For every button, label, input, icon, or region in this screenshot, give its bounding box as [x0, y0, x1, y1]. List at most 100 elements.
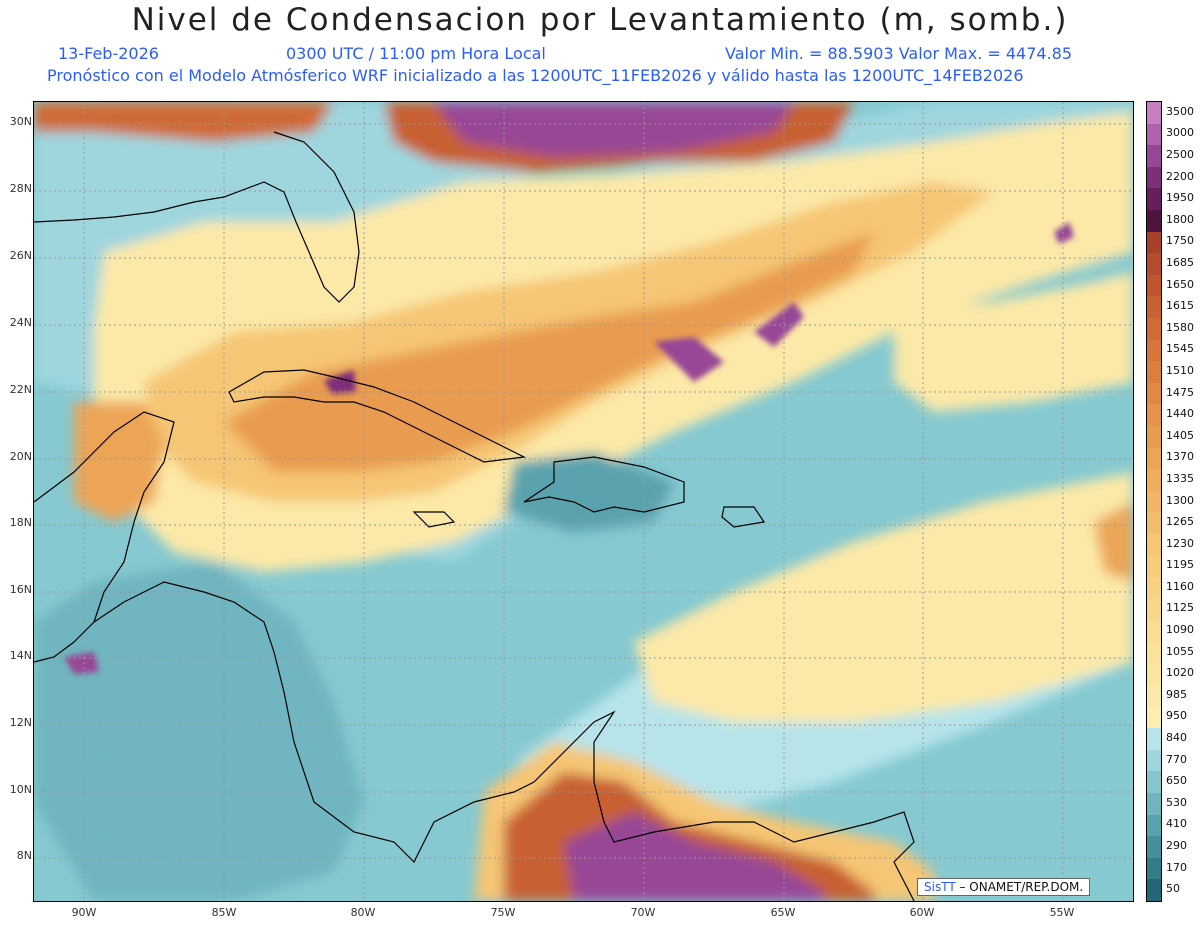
legend-color-swatch: [1147, 663, 1161, 686]
legend-level-label: 1580: [1166, 320, 1194, 334]
legend-level-label: 170: [1166, 860, 1187, 874]
legend-level-label: 1230: [1166, 536, 1194, 550]
legend-level-label: 1545: [1166, 342, 1194, 356]
legend-level-label: 1160: [1166, 579, 1194, 593]
credit-box: SisTT – ONAMET/REP.DOM.: [917, 878, 1091, 896]
min-max-values: Valor Min. = 88.5903 Valor Max. = 4474.8…: [725, 44, 1073, 63]
legend-level-label: 1055: [1166, 644, 1194, 658]
lat-label: 12N: [9, 716, 32, 729]
legend-color-swatch: [1147, 425, 1161, 448]
lcl-shaded-field: [34, 102, 1133, 901]
legend-color-swatch: [1147, 728, 1161, 751]
legend-level-label: 1685: [1166, 255, 1194, 269]
legend-level-label: 1800: [1166, 212, 1194, 226]
legend-color-swatch: [1147, 598, 1161, 621]
legend-level-label: 1950: [1166, 191, 1194, 205]
legend-level-label: 1020: [1166, 666, 1194, 680]
lon-label: 85W: [211, 906, 237, 919]
legend-level-label: 1090: [1166, 623, 1194, 637]
legend-level-label: 1405: [1166, 428, 1194, 442]
legend-level-label: 290: [1166, 839, 1187, 852]
legend-color-swatch: [1147, 533, 1161, 556]
lon-label: 75W: [490, 906, 516, 919]
legend-level-label: 530: [1166, 795, 1187, 809]
legend-level-label: 1125: [1166, 601, 1194, 615]
lat-label: 22N: [9, 383, 32, 396]
legend-level-label: 1650: [1166, 277, 1194, 291]
lon-label: 65W: [770, 906, 796, 919]
legend-color-swatch: [1147, 166, 1161, 189]
legend-level-label: 3000: [1166, 126, 1194, 140]
legend-color-swatch: [1147, 231, 1161, 254]
legend-color-swatch: [1147, 317, 1161, 341]
lon-label: 60W: [909, 906, 935, 919]
legend-level-label: 3500: [1166, 104, 1194, 118]
legend-color-swatch: [1147, 490, 1161, 513]
legend-color-swatch: [1147, 793, 1161, 816]
legend-level-label: 650: [1166, 774, 1187, 788]
legend-color-swatch: [1147, 361, 1161, 384]
legend-color-swatch: [1147, 296, 1161, 319]
legend-color-swatch: [1147, 123, 1161, 146]
lat-label: 24N: [9, 316, 32, 329]
legend-color-swatch: [1147, 706, 1161, 729]
legend-color-swatch: [1147, 641, 1161, 664]
lat-label: 20N: [9, 450, 32, 463]
legend-color-swatch: [1147, 339, 1161, 362]
legend-level-label: 985: [1166, 687, 1187, 701]
legend-color-swatch: [1147, 382, 1161, 405]
forecast-time: 0300 UTC / 11:00 pm Hora Local: [286, 44, 546, 63]
lon-label: 55W: [1049, 906, 1075, 919]
legend-level-label: 1335: [1166, 471, 1194, 485]
lat-label: 8N: [16, 849, 32, 862]
lat-label: 30N: [9, 115, 32, 128]
legend-level-label: 840: [1166, 731, 1187, 745]
legend-color-swatch: [1147, 814, 1161, 837]
legend-level-label: 1475: [1166, 385, 1194, 399]
map-title: Nivel de Condensacion por Levantamiento …: [131, 2, 1069, 38]
legend-level-label: 1440: [1166, 407, 1194, 421]
legend-color-swatch: [1147, 404, 1161, 427]
legend-color-swatch: [1147, 145, 1161, 168]
lat-label: 14N: [9, 649, 32, 662]
lon-label: 80W: [350, 906, 376, 919]
legend-level-label: 1195: [1166, 558, 1194, 572]
legend-color-swatch: [1147, 620, 1161, 643]
legend-color-swatch: [1147, 749, 1161, 772]
legend-level-label: 770: [1166, 752, 1187, 766]
credit-text: – ONAMET/REP.DOM.: [959, 880, 1084, 894]
sistt-logo: SisTT: [924, 880, 956, 894]
legend-color-swatch: [1147, 685, 1161, 708]
coastlines: [34, 131, 915, 901]
legend-level-label: 1300: [1166, 493, 1194, 507]
legend-level-label: 410: [1166, 817, 1187, 831]
legend-color-swatch: [1147, 274, 1161, 297]
legend-color-swatch: [1147, 469, 1161, 492]
legend-level-label: 1510: [1166, 363, 1194, 377]
legend-level-label: 1750: [1166, 234, 1194, 248]
lat-label: 18N: [9, 516, 32, 529]
legend-color-swatch: [1147, 879, 1161, 902]
legend-level-label: 950: [1166, 709, 1187, 723]
color-legend-bar: [1146, 101, 1162, 902]
legend-level-label: 2500: [1166, 147, 1194, 161]
lcl-map: [33, 101, 1134, 902]
legend-color-swatch: [1147, 857, 1161, 880]
lat-label: 26N: [9, 249, 32, 262]
lon-label: 90W: [71, 906, 97, 919]
legend-level-label: 1265: [1166, 515, 1194, 529]
lon-label: 70W: [630, 906, 656, 919]
lat-label: 28N: [9, 182, 32, 195]
legend-color-swatch: [1147, 447, 1161, 470]
legend-level-label: 1615: [1166, 299, 1194, 313]
model-info: Pronóstico con el Modelo Atmósferico WRF…: [47, 66, 1024, 85]
legend-color-swatch: [1147, 555, 1161, 578]
legend-color-swatch: [1147, 102, 1161, 125]
legend-color-swatch: [1147, 771, 1161, 794]
legend-level-label: 1370: [1166, 450, 1194, 464]
legend-color-swatch: [1147, 577, 1161, 600]
legend-color-swatch: [1147, 512, 1161, 535]
legend-color-swatch: [1147, 253, 1161, 276]
lat-label: 16N: [9, 583, 32, 596]
forecast-date: 13-Feb-2026: [58, 44, 159, 63]
